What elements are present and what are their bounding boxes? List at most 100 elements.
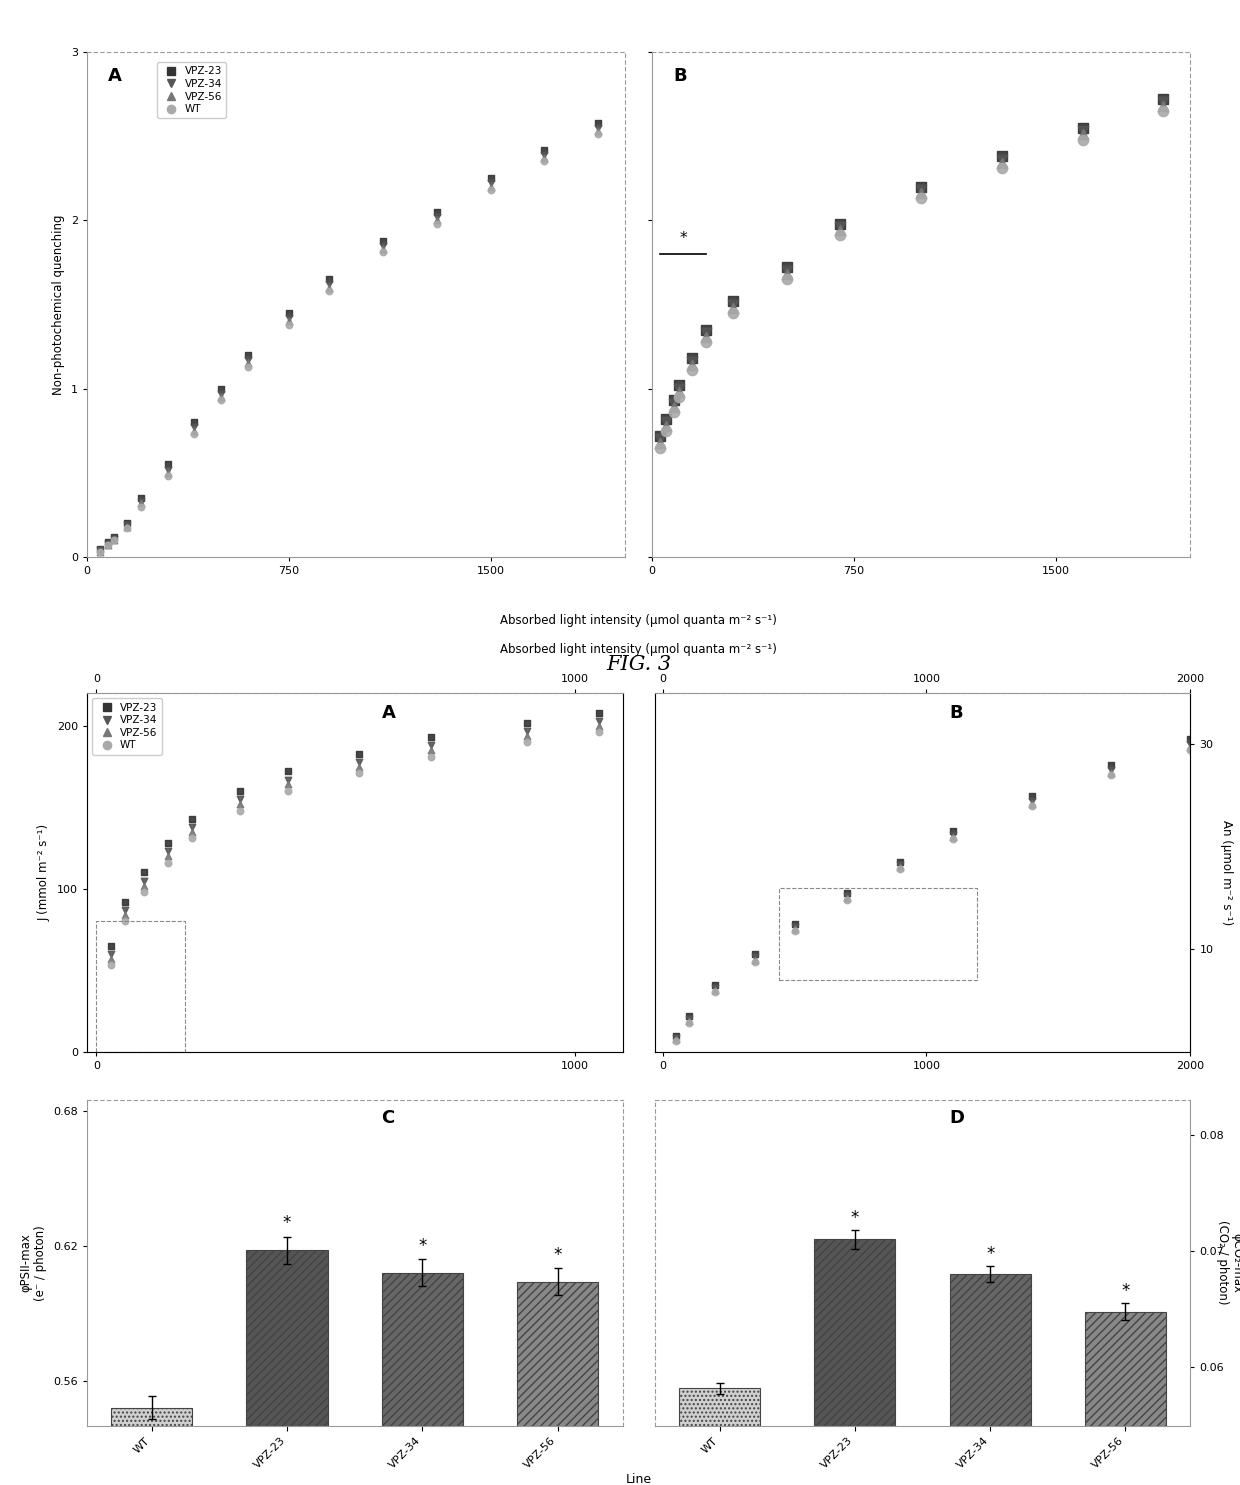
Point — [278, 780, 298, 803]
Point — [682, 350, 702, 374]
Point — [666, 1029, 686, 1053]
Point — [422, 725, 441, 748]
Point — [785, 919, 805, 943]
Point — [776, 255, 796, 279]
Point — [134, 873, 154, 897]
Point — [98, 533, 118, 557]
Point — [278, 772, 298, 796]
Point — [481, 166, 501, 190]
Point — [1101, 759, 1121, 783]
Point — [785, 912, 805, 936]
Point — [98, 533, 118, 557]
Point — [682, 358, 702, 382]
Y-axis label: Non-photochemical quenching: Non-photochemical quenching — [52, 214, 64, 395]
Point — [696, 321, 715, 345]
Point — [706, 973, 725, 996]
Point — [185, 422, 205, 446]
Point — [212, 382, 232, 405]
Point — [890, 857, 910, 881]
Point — [706, 979, 725, 1002]
Point — [534, 146, 554, 169]
Point — [837, 888, 857, 912]
Point — [650, 428, 670, 451]
Y-axis label: φCO₂-max
(CO₂ / photon): φCO₂-max (CO₂ / photon) — [1215, 1221, 1240, 1305]
Point — [182, 815, 202, 839]
Legend: VPZ-23, VPZ-34, VPZ-56, WT: VPZ-23, VPZ-34, VPZ-56, WT — [92, 698, 161, 754]
Point — [1180, 738, 1200, 762]
Point — [134, 881, 154, 904]
Point — [229, 787, 249, 811]
Point — [911, 178, 931, 202]
Point — [656, 414, 676, 438]
Point — [1101, 753, 1121, 777]
Text: *: * — [418, 1237, 427, 1255]
Point — [185, 419, 205, 443]
Point — [159, 845, 179, 869]
Point — [159, 839, 179, 863]
Point — [785, 916, 805, 940]
Point — [91, 539, 110, 563]
Point — [100, 953, 120, 977]
Point — [588, 123, 608, 147]
Point — [427, 212, 446, 236]
Point — [118, 515, 138, 539]
Text: *: * — [680, 230, 687, 245]
Point — [182, 826, 202, 849]
Point — [680, 1004, 699, 1028]
Point — [1153, 91, 1173, 114]
Point — [319, 276, 339, 300]
Point — [831, 212, 851, 236]
Text: Absorbed light intensity (μmol quanta m⁻² s⁻¹): Absorbed light intensity (μmol quanta m⁻… — [500, 643, 777, 656]
Point — [517, 731, 537, 754]
Point — [589, 720, 609, 744]
Point — [1101, 762, 1121, 786]
Point — [1073, 119, 1092, 143]
Text: *: * — [553, 1246, 562, 1264]
Bar — [779, 888, 977, 980]
Point — [481, 171, 501, 195]
Point — [481, 178, 501, 202]
Point — [185, 416, 205, 440]
Point — [130, 495, 150, 518]
Point — [992, 144, 1012, 168]
Point — [666, 1026, 686, 1050]
Point — [663, 392, 683, 416]
Point — [670, 385, 689, 408]
Point — [1180, 728, 1200, 751]
Point — [134, 869, 154, 892]
Point — [670, 380, 689, 404]
Point — [663, 389, 683, 413]
Point — [319, 267, 339, 291]
Point — [992, 151, 1012, 175]
Text: A: A — [108, 67, 123, 85]
Point — [279, 313, 299, 337]
Point — [890, 854, 910, 878]
Point — [238, 347, 258, 371]
Point — [663, 395, 683, 419]
Point — [350, 750, 370, 774]
Point — [118, 517, 138, 541]
Point — [157, 453, 177, 477]
Point — [1073, 128, 1092, 151]
Point — [706, 976, 725, 999]
Point — [723, 296, 743, 319]
Point — [427, 205, 446, 229]
Point — [279, 306, 299, 330]
Point — [911, 187, 931, 211]
Point — [534, 138, 554, 162]
Point — [588, 111, 608, 135]
Point — [350, 754, 370, 778]
Point — [696, 318, 715, 342]
Point — [212, 385, 232, 408]
Point — [157, 460, 177, 484]
Point — [1153, 99, 1173, 123]
Point — [350, 762, 370, 786]
Text: *: * — [851, 1209, 859, 1227]
Point — [1101, 763, 1121, 787]
Point — [373, 241, 393, 264]
Text: D: D — [950, 1109, 965, 1127]
Point — [373, 238, 393, 261]
Point — [534, 143, 554, 166]
Bar — [97, 921, 185, 1051]
Point — [373, 229, 393, 252]
